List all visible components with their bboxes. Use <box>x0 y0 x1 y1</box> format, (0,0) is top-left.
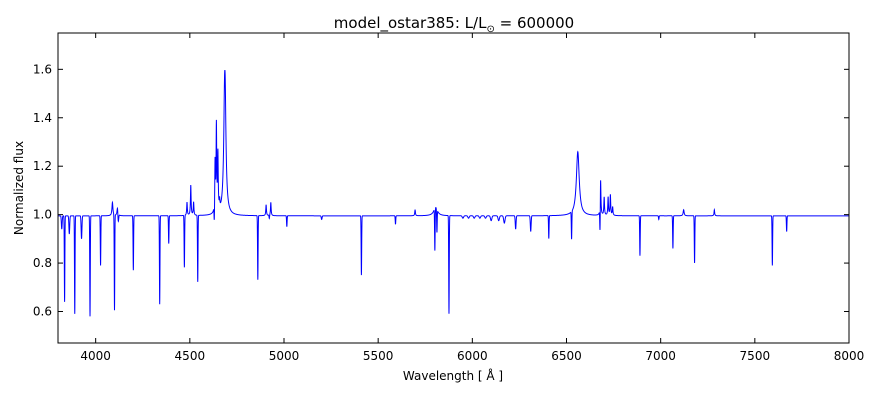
y-tick-label: 1.4 <box>33 111 52 125</box>
y-axis-label: Normalized flux <box>12 141 26 235</box>
y-tick-label: 1.2 <box>33 159 52 173</box>
chart-title-value: = 600000 <box>495 14 574 32</box>
x-tick-label: 7500 <box>740 349 771 363</box>
chart-title-subscript: ⊙ <box>486 24 494 35</box>
y-axis-ticks: 0.6 0.8 1.0 1.2 1.4 1.6 <box>33 62 849 319</box>
axes-frame <box>57 32 850 344</box>
x-axis-label: Wavelength [ Å ] <box>403 368 503 383</box>
x-tick-label: 4000 <box>80 349 111 363</box>
spectrum-line <box>58 69 849 317</box>
chart-title-main: model_ostar385: L/L <box>334 14 487 33</box>
x-tick-label: 6000 <box>457 349 488 363</box>
x-tick-label: 7000 <box>645 349 676 363</box>
y-tick-label: 0.6 <box>33 305 52 319</box>
x-tick-label: 4500 <box>175 349 206 363</box>
y-tick-label: 1.6 <box>33 62 52 76</box>
plot-area <box>58 69 849 317</box>
x-axis-ticks: 4000 4500 5000 5500 6000 6500 7000 7500 8000 <box>80 33 864 363</box>
y-tick-label: 0.8 <box>33 256 52 270</box>
x-tick-label: 5500 <box>363 349 394 363</box>
y-tick-label: 1.0 <box>33 208 52 222</box>
x-tick-label: 5000 <box>269 349 300 363</box>
chart-title: model_ostar385: L/L⊙ = 600000 <box>334 14 574 35</box>
x-tick-label: 6500 <box>551 349 582 363</box>
x-tick-label: 8000 <box>834 349 865 363</box>
